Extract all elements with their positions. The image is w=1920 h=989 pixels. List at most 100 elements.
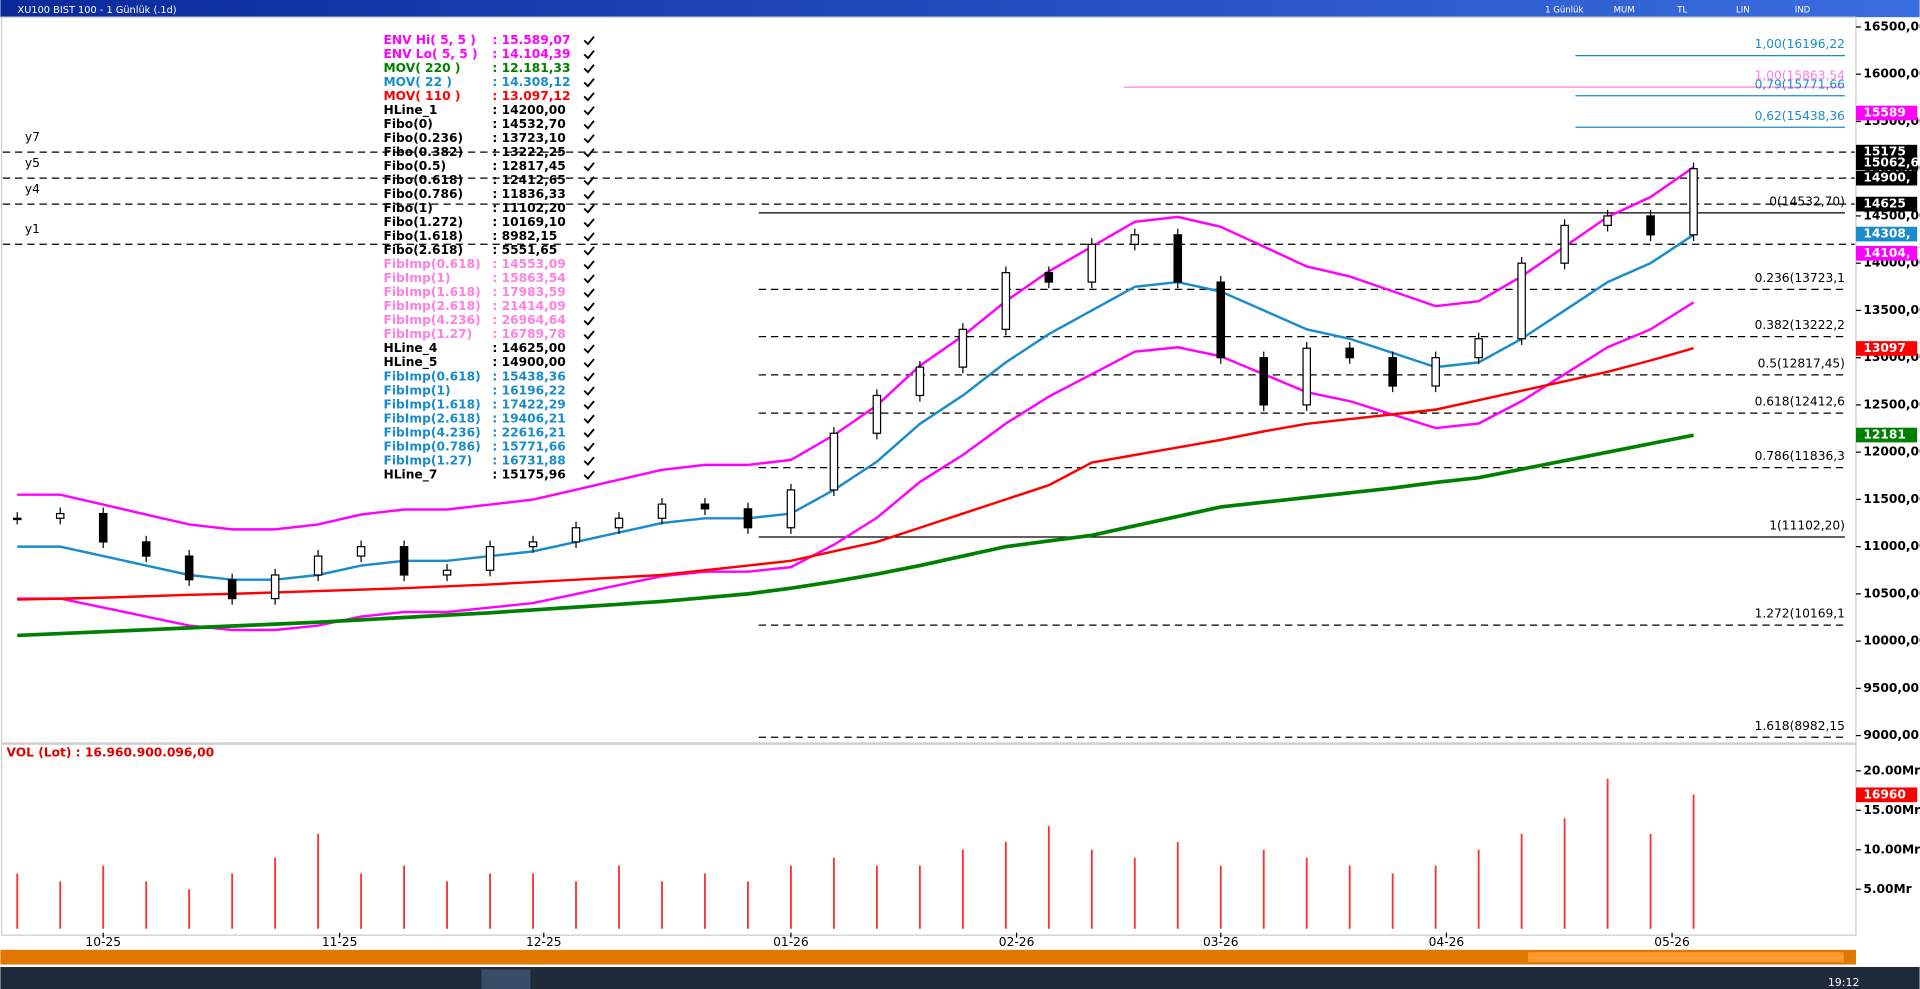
legend-name: FibImp(1) [383, 271, 450, 285]
x-tick-label: 03-26 [1203, 935, 1239, 949]
legend-check[interactable] [583, 470, 595, 480]
fib-label: 0,62(15438,36 [1755, 109, 1846, 123]
legend-name: Fibo(0.236) [383, 131, 463, 145]
legend-name: FibImp(0.618) [383, 369, 480, 383]
price-tag-label: 15062,6 [1863, 155, 1919, 169]
legend-check[interactable] [583, 92, 595, 102]
legend-check[interactable] [583, 330, 595, 340]
legend-value: : 15438,36 [492, 369, 565, 383]
legend-check[interactable] [583, 64, 595, 74]
legend-check[interactable] [583, 246, 595, 256]
legend-value: : 15771,66 [492, 439, 565, 453]
legend-check[interactable] [583, 120, 595, 130]
legend-check[interactable] [583, 190, 595, 200]
x-tick-label: 02-26 [999, 935, 1035, 949]
legend-name: FibImp(0.786) [383, 439, 480, 453]
legend-check[interactable] [583, 456, 595, 466]
fib-label: 0.786(11836,3 [1755, 449, 1845, 463]
candle [1044, 272, 1054, 283]
toolbar-item[interactable]: MUM [1614, 5, 1635, 15]
legend-check[interactable] [583, 50, 595, 60]
scrollbar[interactable] [0, 949, 1856, 965]
fib-label: 1.272(10169,1 [1755, 607, 1845, 621]
candle [184, 555, 194, 581]
legend-value: : 11102,20 [492, 201, 565, 215]
legend-name: FibImp(2.618) [383, 411, 480, 425]
legend-check[interactable] [583, 372, 595, 382]
price-tag-label: 15589 [1863, 106, 1906, 120]
legend-check[interactable] [583, 302, 595, 312]
y-tick-label: 9000,00 [1863, 728, 1919, 742]
legend-check[interactable] [583, 400, 595, 410]
legend-value: : 15863,54 [492, 271, 565, 285]
legend-check[interactable] [583, 316, 595, 326]
legend-check[interactable] [583, 36, 595, 46]
legend-check[interactable] [583, 288, 595, 298]
vol-tick-label: 10.00Mr [1863, 842, 1920, 856]
legend-check[interactable] [583, 218, 595, 228]
legend-check[interactable] [583, 260, 595, 270]
legend-check[interactable] [583, 78, 595, 88]
volume-tag [1855, 787, 1918, 803]
volume-header: VOL (Lot) : 16.960.900.096,00 [6, 745, 214, 759]
vol-tick-label: 15.00Mr [1863, 803, 1920, 817]
legend-check[interactable] [583, 176, 595, 186]
hline-label: y5 [25, 156, 40, 170]
legend-check[interactable] [583, 106, 595, 116]
legend-name: FibImp(0.618) [383, 257, 480, 271]
legend-name: Fibo(0.5) [383, 159, 446, 173]
y-tick-label: 16500,00 [1863, 19, 1920, 33]
legend-name: Fibo(0.786) [383, 187, 463, 201]
legend-name: HLine_1 [383, 103, 437, 118]
fib-label: 0.382(13222,2 [1755, 318, 1845, 332]
legend-value: : 12.181,33 [492, 61, 570, 75]
candle [55, 512, 65, 519]
legend-check[interactable] [583, 358, 595, 368]
legend-check[interactable] [583, 442, 595, 452]
legend-name: MOV( 220 ) [383, 61, 460, 75]
fib-label: 1(11102,20) [1769, 518, 1845, 532]
x-tick-label: 05-26 [1654, 935, 1690, 949]
scroll-thumb[interactable] [1527, 952, 1844, 963]
volume-pane [0, 743, 1857, 936]
legend-check[interactable] [583, 274, 595, 284]
candle [657, 503, 667, 519]
hline-label: y1 [25, 222, 40, 236]
legend-check[interactable] [583, 162, 595, 172]
fib-label: 0(14532,70) [1769, 194, 1845, 208]
toolbar-item[interactable]: LIN [1736, 5, 1750, 15]
candle [1173, 234, 1183, 283]
legend-name: FibImp(1) [383, 383, 450, 397]
taskbar-active-app[interactable] [481, 969, 531, 989]
candle [915, 366, 925, 397]
legend-value: : 19406,21 [492, 411, 565, 425]
legend-check[interactable] [583, 232, 595, 242]
legend-check[interactable] [583, 428, 595, 438]
legend-check[interactable] [583, 134, 595, 144]
toolbar-item[interactable]: TL [1676, 5, 1687, 15]
toolbar-item[interactable]: IND [1795, 5, 1811, 15]
legend-check[interactable] [583, 414, 595, 424]
legend-name: HLine_7 [383, 467, 437, 482]
legend-value: : 14553,09 [492, 257, 565, 271]
fib-label: 0.5(12817,45) [1758, 356, 1845, 370]
fib-label: 0.618(12412,6 [1755, 395, 1846, 409]
price-pane [0, 16, 1857, 744]
candle [1001, 272, 1011, 330]
legend-name: Fibo(1.618) [383, 229, 463, 243]
legend-check[interactable] [583, 344, 595, 354]
y-tick-label: 11000,00 [1863, 539, 1920, 553]
legend-value: : 17422,29 [492, 397, 565, 411]
legend-check[interactable] [583, 148, 595, 158]
legend-value: : 12412,65 [492, 173, 565, 187]
x-tick-label: 01-26 [773, 935, 809, 949]
toolbar-item[interactable]: 1 Günlük [1545, 5, 1583, 15]
y-tick-label: 9500,00 [1863, 681, 1919, 695]
candle [958, 328, 968, 368]
fib-label: 1.618(8982,15 [1755, 719, 1845, 733]
legend-value: : 13.097,12 [492, 89, 570, 103]
price-tag [1855, 196, 1918, 212]
candle [1646, 215, 1655, 236]
legend-check[interactable] [583, 386, 595, 396]
legend-check[interactable] [583, 204, 595, 214]
